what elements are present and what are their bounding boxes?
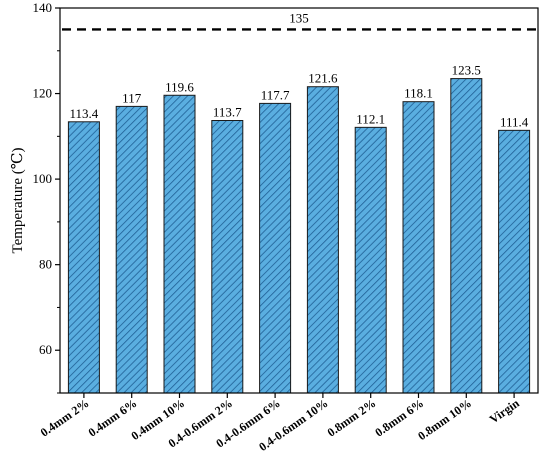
- bar-1: [115, 105, 148, 394]
- reference-line-label: 135: [289, 10, 309, 25]
- bar-value-label: 113.4: [70, 106, 99, 121]
- y-axis: 60 80 100 120 140: [33, 0, 60, 394]
- bar-value-label: 117.7: [261, 87, 290, 102]
- reference-line-group: 135: [62, 10, 536, 31]
- y-tick-label: 60: [39, 342, 52, 357]
- bar-5: [306, 86, 339, 394]
- bar-8: [450, 78, 483, 394]
- plot-frame: [59, 7, 539, 394]
- bar-9: [498, 129, 531, 394]
- y-axis-title: Temperature (℃): [10, 147, 26, 253]
- bar-value-label: 113.7: [213, 105, 242, 120]
- bar-2: [163, 94, 196, 394]
- bars-group: 113.4 117 119.6 113.7 117.7 121.6 112.1 118.1 12…: [67, 63, 531, 394]
- category-label: 0.8mm 10%: [415, 396, 474, 443]
- category-label: Virgin: [487, 396, 522, 427]
- bar-value-label: 121.6: [308, 71, 338, 86]
- bar-7: [402, 101, 435, 394]
- bar-value-label: 111.4: [500, 114, 529, 129]
- y-tick-label: 80: [39, 257, 52, 272]
- bar-3: [211, 120, 244, 394]
- category-label: 0.4mm 2%: [38, 396, 92, 440]
- category-label: 0.8mm 2%: [325, 396, 379, 440]
- y-tick-label: 100: [33, 171, 53, 186]
- bar-value-label: 117: [122, 90, 142, 105]
- bar-6: [354, 126, 387, 394]
- bar-value-label: 112.1: [356, 111, 385, 126]
- bar-0: [67, 121, 100, 394]
- bar-value-label: 118.1: [404, 86, 433, 101]
- x-axis: 0.4mm 2%0.4mm 6%0.4mm 10%0.4-0.6mm 2%0.4…: [38, 393, 522, 454]
- y-tick-label: 120: [33, 86, 53, 101]
- bar-value-label: 123.5: [452, 63, 481, 78]
- bar-value-label: 119.6: [165, 79, 194, 94]
- bar-4: [259, 102, 292, 394]
- y-tick-label: 140: [33, 0, 53, 15]
